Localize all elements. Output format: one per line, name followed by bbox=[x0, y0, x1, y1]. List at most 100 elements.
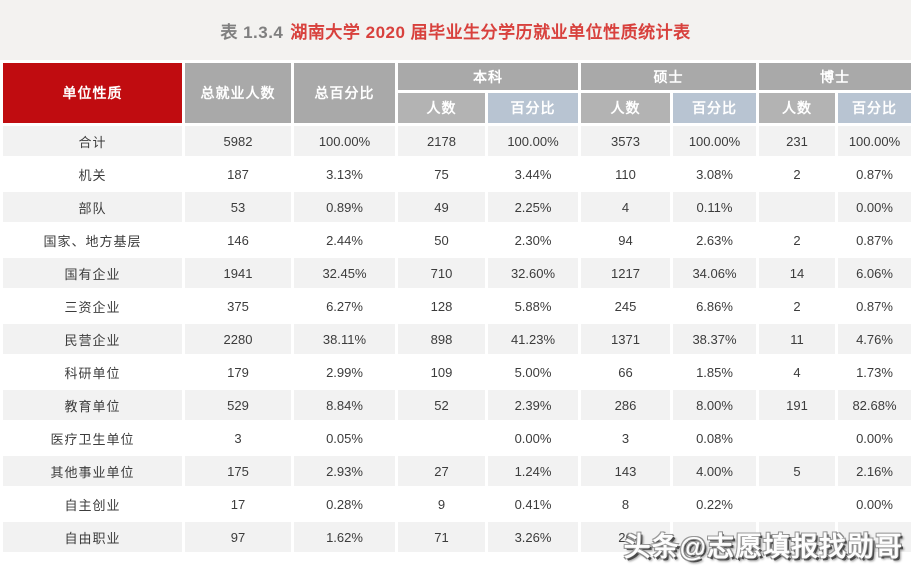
value-cell bbox=[835, 519, 911, 555]
value-cell: 143 bbox=[578, 453, 673, 489]
value-cell: 100.00% bbox=[291, 123, 398, 159]
value-cell: 5 bbox=[756, 453, 838, 489]
value-cell: 2 bbox=[756, 288, 838, 324]
unit-type-cell: 机关 bbox=[0, 156, 185, 192]
value-cell: 3 bbox=[182, 420, 294, 456]
value-cell: 231 bbox=[756, 123, 838, 159]
table-number: 表 1.3.4 bbox=[220, 22, 284, 42]
unit-type-cell: 其他事业单位 bbox=[0, 453, 185, 489]
col-header-doctor-percent: 百分比 bbox=[835, 90, 911, 126]
value-cell: 4 bbox=[756, 354, 838, 390]
unit-type-cell: 三资企业 bbox=[0, 288, 185, 324]
value-cell: 710 bbox=[395, 255, 488, 291]
value-cell: 41.23% bbox=[485, 321, 581, 357]
value-cell: 191 bbox=[756, 387, 838, 423]
unit-type-cell: 国有企业 bbox=[0, 255, 185, 291]
value-cell: 14 bbox=[756, 255, 838, 291]
table-row: 国有企业 1941 32.45% 710 32.60% 1217 34.06% … bbox=[0, 255, 911, 291]
table-row: 民营企业 2280 38.11% 898 41.23% 1371 38.37% … bbox=[0, 321, 911, 357]
value-cell: 71 bbox=[395, 519, 488, 555]
col-header-bachelor-percent: 百分比 bbox=[485, 90, 581, 126]
value-cell: 1217 bbox=[578, 255, 673, 291]
value-cell bbox=[756, 486, 838, 522]
value-cell: 38.37% bbox=[670, 321, 759, 357]
value-cell: 2.16% bbox=[835, 453, 911, 489]
value-cell: 1.85% bbox=[670, 354, 759, 390]
value-cell: 4.00% bbox=[670, 453, 759, 489]
value-cell: 6.06% bbox=[835, 255, 911, 291]
value-cell: 898 bbox=[395, 321, 488, 357]
value-cell: 245 bbox=[578, 288, 673, 324]
value-cell: 2.44% bbox=[291, 222, 398, 258]
col-header-total-count: 总就业人数 bbox=[182, 60, 294, 126]
value-cell: 0.00% bbox=[835, 486, 911, 522]
value-cell: 8.00% bbox=[670, 387, 759, 423]
value-cell: 0.08% bbox=[670, 420, 759, 456]
value-cell: 179 bbox=[182, 354, 294, 390]
value-cell: 0.87% bbox=[835, 222, 911, 258]
value-cell: 175 bbox=[182, 453, 294, 489]
value-cell: 26 bbox=[578, 519, 673, 555]
table-row: 合计 5982 100.00% 2178 100.00% 3573 100.00… bbox=[0, 123, 911, 159]
value-cell: 2.30% bbox=[485, 222, 581, 258]
value-cell: 3.08% bbox=[670, 156, 759, 192]
col-header-bachelor-count: 人数 bbox=[395, 90, 488, 126]
value-cell: 1.24% bbox=[485, 453, 581, 489]
value-cell: 3.44% bbox=[485, 156, 581, 192]
value-cell: 1.62% bbox=[291, 519, 398, 555]
value-cell: 100.00% bbox=[670, 123, 759, 159]
table-row: 自由职业 97 1.62% 71 3.26% 26 bbox=[0, 519, 911, 555]
value-cell: 3.13% bbox=[291, 156, 398, 192]
value-cell: 529 bbox=[182, 387, 294, 423]
value-cell: 34.06% bbox=[670, 255, 759, 291]
table-row: 教育单位 529 8.84% 52 2.39% 286 8.00% 191 82… bbox=[0, 387, 911, 423]
value-cell: 6.27% bbox=[291, 288, 398, 324]
value-cell: 0.22% bbox=[670, 486, 759, 522]
table-title-text: 湖南大学 2020 届毕业生分学历就业单位性质统计表 bbox=[290, 22, 691, 42]
unit-type-cell: 国家、地方基层 bbox=[0, 222, 185, 258]
value-cell: 0.00% bbox=[485, 420, 581, 456]
unit-type-cell: 医疗卫生单位 bbox=[0, 420, 185, 456]
col-header-total-percent: 总百分比 bbox=[291, 60, 398, 126]
statistics-table: 单位性质 总就业人数 总百分比 本科 硕士 博士 人数 百分比 人数 百分比 人… bbox=[0, 60, 911, 555]
value-cell: 53 bbox=[182, 189, 294, 225]
value-cell: 97 bbox=[182, 519, 294, 555]
value-cell: 3 bbox=[578, 420, 673, 456]
value-cell: 0.87% bbox=[835, 288, 911, 324]
value-cell: 8 bbox=[578, 486, 673, 522]
value-cell bbox=[395, 420, 488, 456]
value-cell: 110 bbox=[578, 156, 673, 192]
value-cell: 27 bbox=[395, 453, 488, 489]
value-cell: 38.11% bbox=[291, 321, 398, 357]
value-cell: 187 bbox=[182, 156, 294, 192]
value-cell: 50 bbox=[395, 222, 488, 258]
value-cell: 17 bbox=[182, 486, 294, 522]
value-cell: 100.00% bbox=[835, 123, 911, 159]
value-cell: 94 bbox=[578, 222, 673, 258]
value-cell bbox=[756, 189, 838, 225]
value-cell: 1371 bbox=[578, 321, 673, 357]
value-cell: 0.28% bbox=[291, 486, 398, 522]
value-cell: 2.99% bbox=[291, 354, 398, 390]
unit-type-cell: 民营企业 bbox=[0, 321, 185, 357]
col-header-unit-type: 单位性质 bbox=[0, 60, 185, 126]
value-cell: 128 bbox=[395, 288, 488, 324]
value-cell: 2.93% bbox=[291, 453, 398, 489]
col-header-doctor-count: 人数 bbox=[756, 90, 838, 126]
value-cell: 6.86% bbox=[670, 288, 759, 324]
unit-type-cell: 部队 bbox=[0, 189, 185, 225]
value-cell: 2.63% bbox=[670, 222, 759, 258]
value-cell: 0.05% bbox=[291, 420, 398, 456]
table-row: 其他事业单位 175 2.93% 27 1.24% 143 4.00% 5 2.… bbox=[0, 453, 911, 489]
value-cell: 375 bbox=[182, 288, 294, 324]
col-header-master-percent: 百分比 bbox=[670, 90, 759, 126]
value-cell: 286 bbox=[578, 387, 673, 423]
value-cell: 5.00% bbox=[485, 354, 581, 390]
value-cell: 2280 bbox=[182, 321, 294, 357]
value-cell bbox=[756, 519, 838, 555]
value-cell: 2.25% bbox=[485, 189, 581, 225]
value-cell: 100.00% bbox=[485, 123, 581, 159]
value-cell: 49 bbox=[395, 189, 488, 225]
value-cell: 32.45% bbox=[291, 255, 398, 291]
value-cell: 109 bbox=[395, 354, 488, 390]
